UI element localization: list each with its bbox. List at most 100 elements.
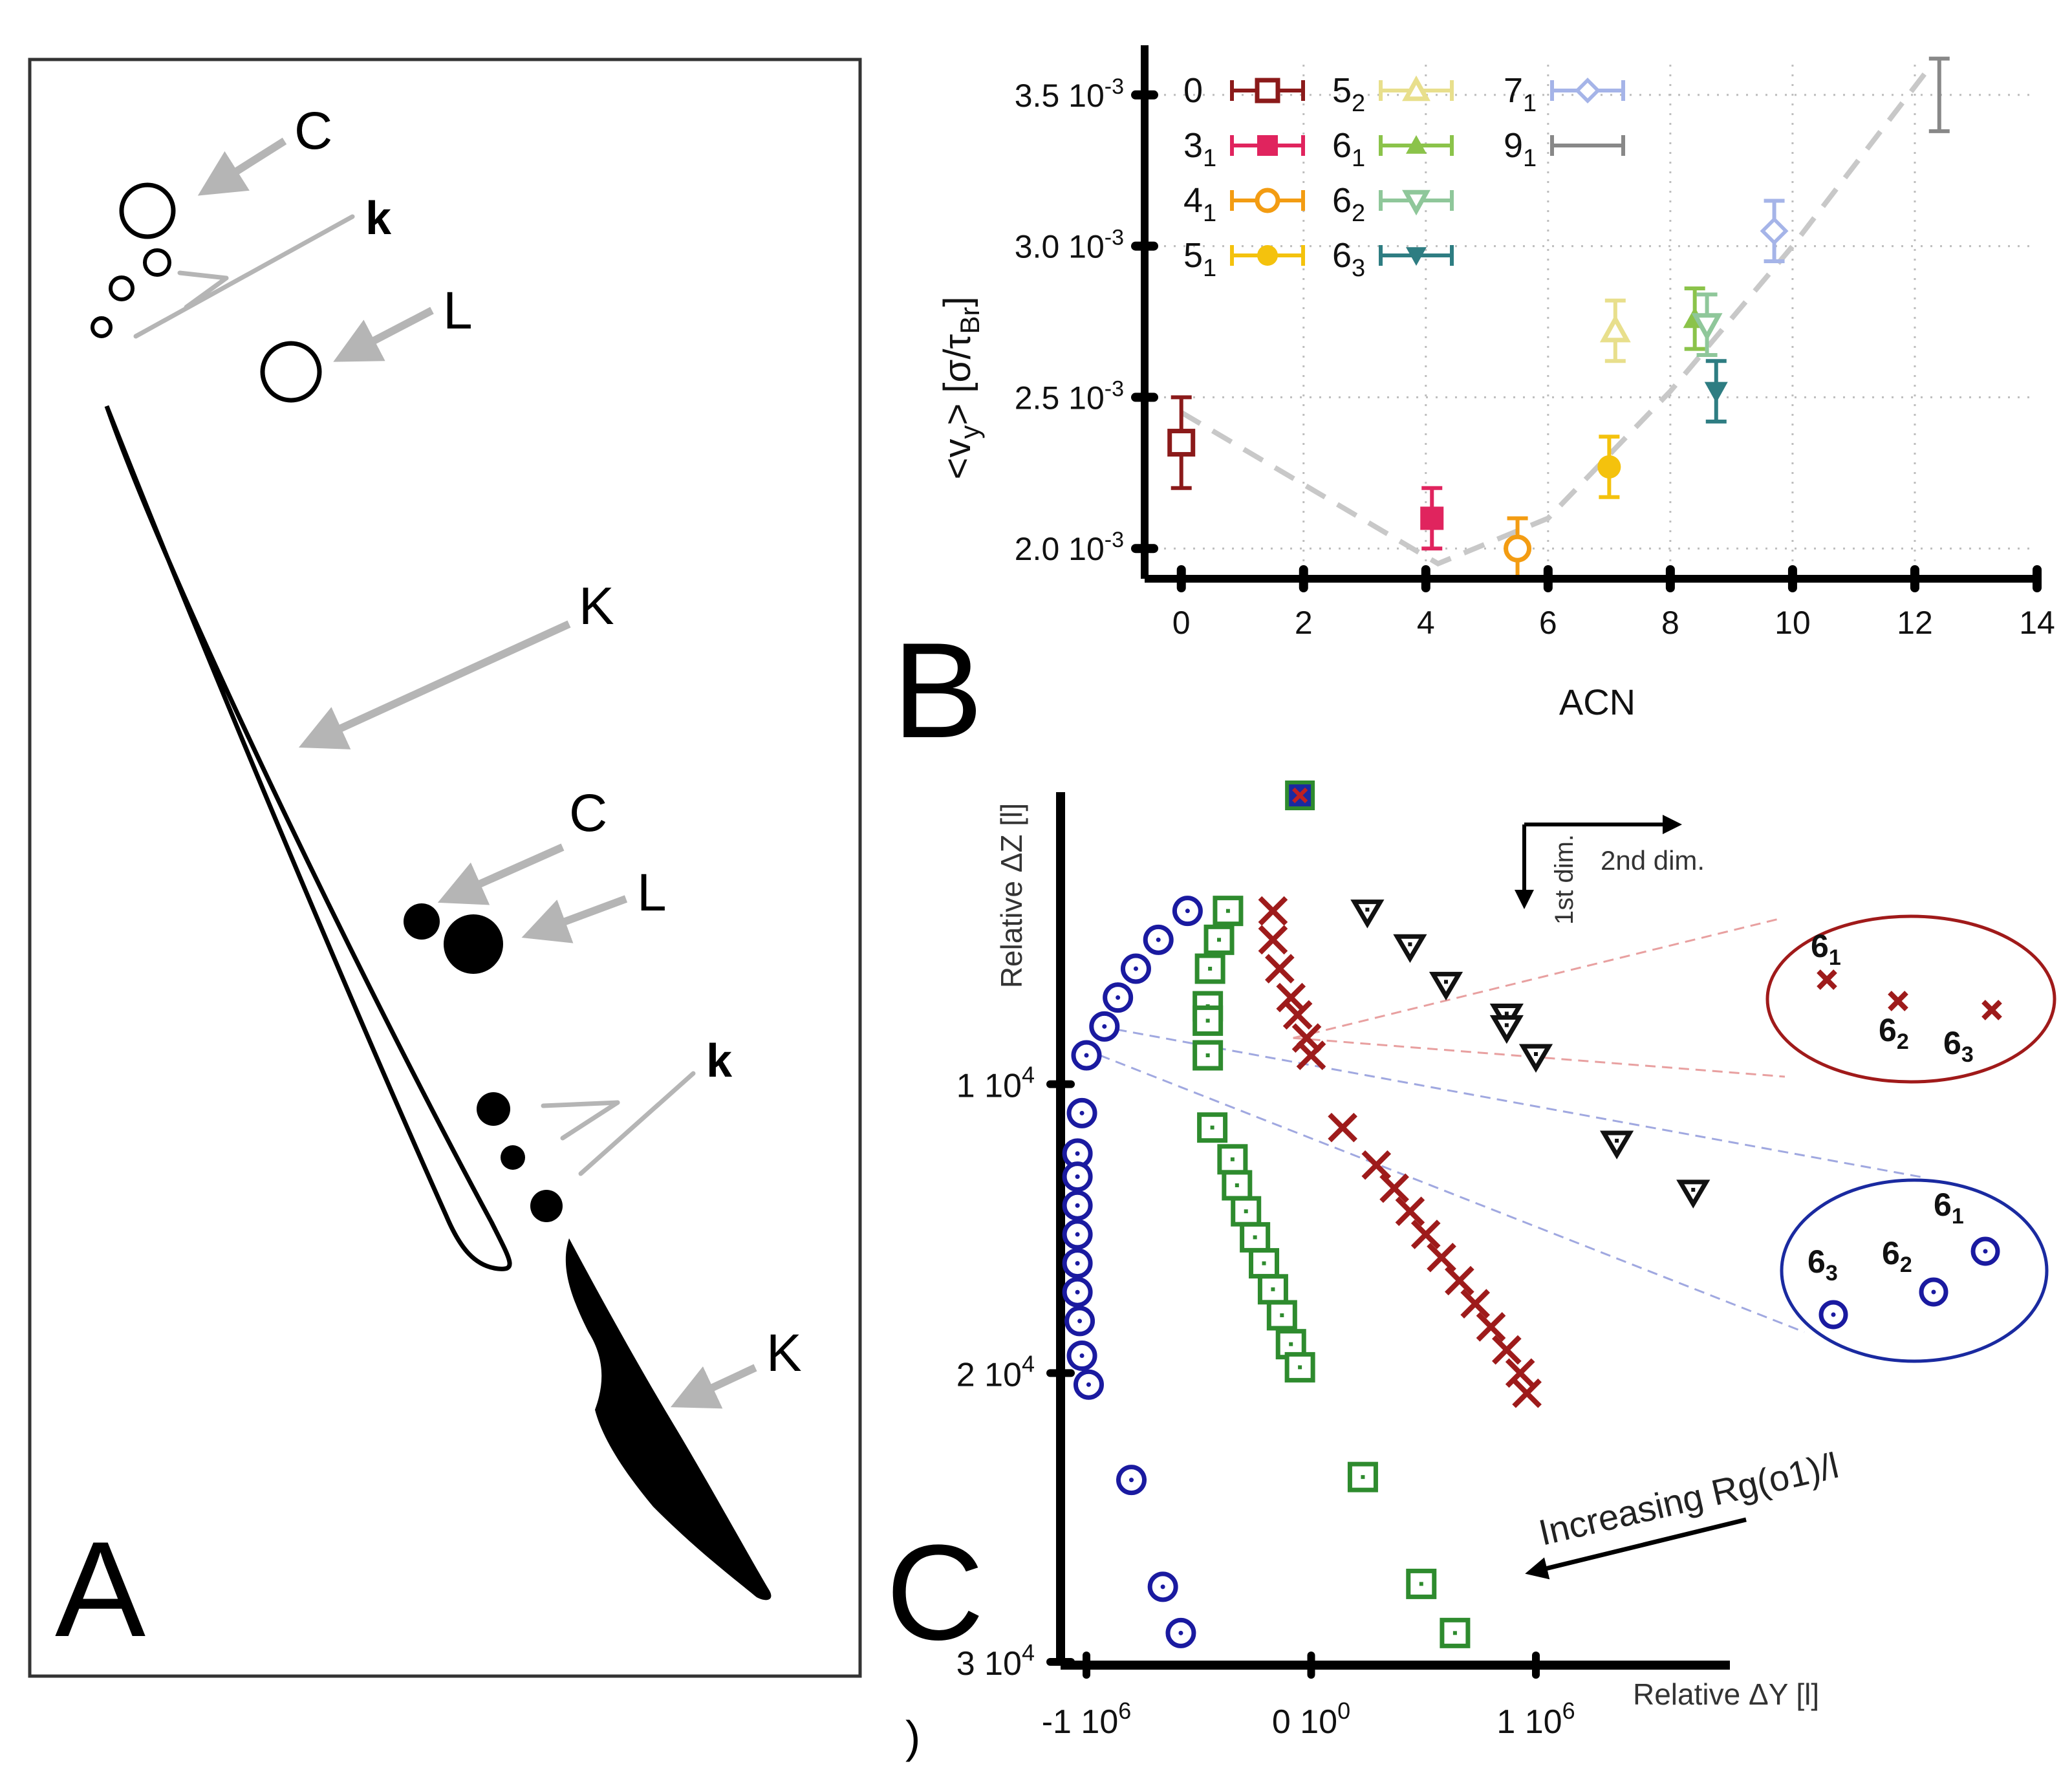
panel-c-point (1066, 1097, 1097, 1128)
legend-label: 51 (1183, 236, 1216, 282)
panel-c-point (1257, 1274, 1288, 1305)
ylabel-part: > [σ/τ (936, 334, 978, 425)
legend-entry-5_2: 52 (1332, 71, 1454, 117)
panel-c-point (1505, 1358, 1535, 1388)
panel-b-point-3_1 (1420, 486, 1444, 551)
panel-c-series-squares (1192, 896, 1471, 1648)
panel-c-point (1445, 1265, 1474, 1296)
panel-c-point (1265, 954, 1295, 984)
panel-c-point (1062, 1248, 1093, 1279)
label-L-mid: L (637, 863, 667, 922)
panel-c-point (1165, 1617, 1196, 1648)
panel-c-point (1197, 1112, 1228, 1143)
panel-c-point (1518, 1044, 1553, 1073)
panel-c-point (1062, 1161, 1093, 1192)
blue-inset-label-6-3: 63 (1808, 1244, 1838, 1286)
panel-b-x-tick-label: 4 (1417, 605, 1435, 641)
panel-b-x-tick-label: 0 (1172, 605, 1191, 641)
panel-c-point (1328, 1112, 1357, 1143)
legend-label: 63 (1332, 236, 1365, 282)
panel-c-point (1284, 1351, 1315, 1383)
blue-inset-label-6-1: 61 (1934, 1187, 1964, 1229)
ylabel-part: <v (936, 439, 978, 480)
panel-label-c: C (886, 1516, 984, 1668)
panel-c-point (1062, 1276, 1093, 1308)
panel-c-points (1062, 781, 1710, 1648)
panel-b-point-5_2 (1599, 298, 1631, 363)
arrow-L-mid (521, 895, 628, 943)
arrow-C-mid (437, 843, 565, 905)
panel-c-series-triangles (1350, 899, 1710, 1209)
legend-label: 52 (1332, 71, 1365, 117)
marker (1504, 534, 1532, 563)
k-branch-bottom (541, 1071, 696, 1176)
filled-dot (477, 1092, 510, 1126)
legend-marker (1257, 135, 1278, 156)
panel-c-point (1296, 1040, 1326, 1070)
panel-b-point-7_1 (1760, 199, 1789, 263)
panel-b-y-tick-label: 2.0 10-3 (1015, 528, 1124, 567)
panel-c-point (1491, 1335, 1522, 1365)
panel-c-point (1192, 1005, 1224, 1036)
panel-c-point (1427, 1242, 1456, 1273)
arrow-K-lower (670, 1364, 757, 1409)
legend-marker (1255, 188, 1280, 213)
inset-guide-line (1293, 1037, 1786, 1078)
panel-c-series-single_point (1285, 781, 1315, 810)
panel-c-point (1249, 1248, 1280, 1279)
panel-b-point-6_3 (1704, 359, 1728, 424)
panel-b-axes: 0 2 4 6 8 10 12 14 2.0 10-3 2.5 10-3 3.0 10-3 3.5 1… (1015, 45, 2055, 641)
filled-dot (501, 1145, 525, 1170)
legend-entry-3_1: 31 (1183, 126, 1305, 172)
filled-dot (530, 1190, 563, 1222)
red-inset-label-6-3: 63 (1943, 1025, 1974, 1067)
arrow-K-upper (298, 620, 571, 749)
panel-c-y-tick-label: 3 104 (956, 1639, 1035, 1683)
open-circle-small (143, 248, 171, 277)
legend-label: 91 (1504, 126, 1537, 172)
panel-c-x-tick-label: 1 106 (1496, 1697, 1575, 1741)
panel-c-x-tick-label: 0 100 (1272, 1697, 1350, 1741)
panel-b-x-axis-label: ACN (1559, 682, 1635, 722)
legend-entry-5_1: 51 (1183, 236, 1305, 282)
panel-b-y-tick-label: 3.5 10-3 (1015, 74, 1124, 114)
inset-guide-line (1099, 1054, 1805, 1333)
panel-b-points (1167, 56, 1950, 581)
legend-label: 41 (1183, 181, 1216, 227)
legend-marker (1406, 135, 1427, 154)
marker (1420, 506, 1444, 530)
label-increasing-rg: Increasing Rg(o1)/l (1535, 1445, 1842, 1553)
panel-c-point (1147, 1571, 1178, 1602)
legend-label: 71 (1504, 71, 1537, 117)
legend-label: 62 (1332, 181, 1365, 227)
legend-entry-7_1: 71 (1504, 71, 1625, 117)
marker (1704, 382, 1728, 404)
marker (1691, 313, 1723, 341)
arrow-L-top (333, 307, 434, 362)
panel-c-point (1460, 1289, 1491, 1319)
k-branch-top (133, 214, 355, 339)
filled-dot-L (444, 914, 503, 974)
panel-c-point (1073, 1369, 1104, 1400)
panel-b-gridlines (1145, 65, 2037, 579)
legend-label: 61 (1332, 126, 1365, 172)
panel-b-point-9_1 (1928, 56, 1950, 133)
marker (1760, 217, 1789, 246)
panel-c-point (1266, 1300, 1297, 1331)
legend-entry-6_3: 63 (1332, 236, 1454, 282)
arrow-C-top (197, 137, 287, 196)
panel-b-x-tick-label: 14 (2019, 605, 2055, 641)
panel-c-point (1476, 1312, 1506, 1342)
panel-c-point (1258, 896, 1288, 926)
inset-cross-marker (1888, 991, 1908, 1011)
panel-c-point (1599, 1130, 1634, 1159)
panel-c-point (1276, 982, 1306, 1013)
panel-c-point (1406, 1568, 1437, 1599)
panel-c-point (1395, 1196, 1425, 1227)
panel-c-point (1489, 1015, 1524, 1044)
stray-mark: ) (905, 1712, 920, 1762)
inset-guide-line (1293, 917, 1782, 1039)
panel-c-y-axis-label: Relative ΔZ [l] (995, 803, 1028, 988)
panel-c-point (1062, 1190, 1093, 1221)
